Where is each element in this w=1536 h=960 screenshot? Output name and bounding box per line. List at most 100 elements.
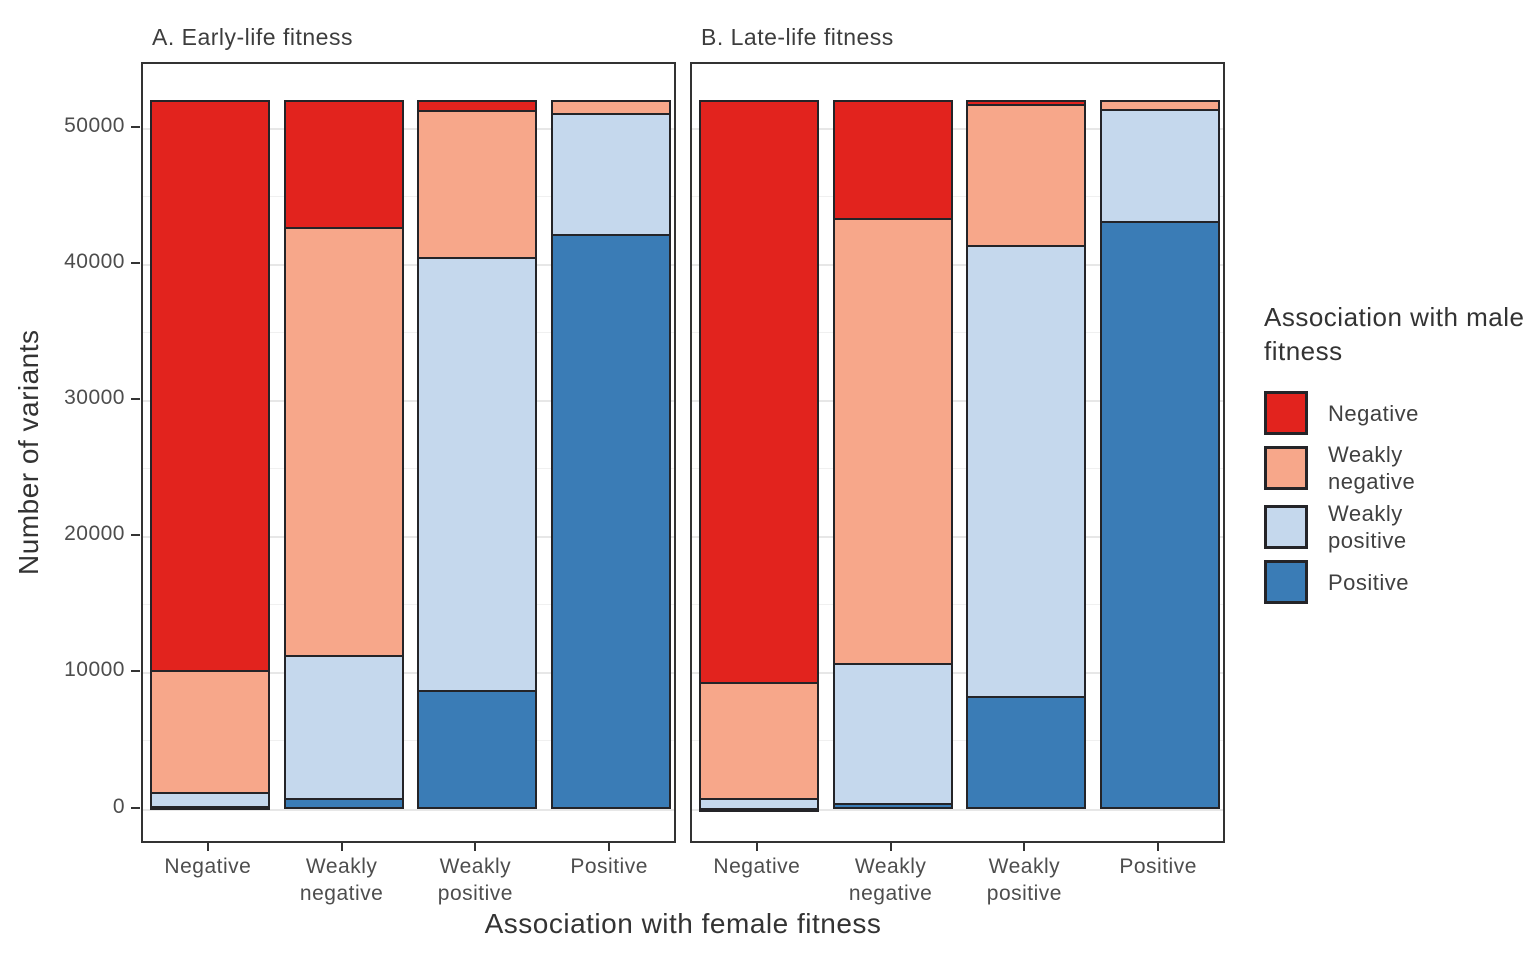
y-tick-mark: [131, 398, 140, 401]
gridline-major: [143, 127, 674, 130]
bar-segment-negative: [150, 99, 270, 670]
bar-segment-weakly-negative: [551, 99, 671, 114]
x-tick-mark: [206, 843, 209, 851]
bar-segment-positive: [699, 808, 819, 813]
y-tick-mark: [131, 534, 140, 537]
gridline-major: [692, 808, 1223, 811]
panel-a-plot-area: [141, 62, 676, 843]
legend-title: Association with male fitness: [1264, 302, 1525, 366]
y-tick-label: 40000: [64, 249, 125, 273]
gridline-major: [692, 672, 1223, 675]
bar-segment-weakly-positive: [551, 113, 671, 234]
x-tick-label: Positive: [1119, 855, 1197, 878]
bar-segment-negative: [966, 99, 1086, 105]
bar-segment-weakly-negative: [833, 217, 953, 663]
bar-segment-negative: [833, 99, 953, 218]
x-tick-mark: [1023, 843, 1026, 851]
y-tick-mark: [131, 670, 140, 673]
bar-segment-weakly-positive: [1100, 109, 1220, 222]
bar-segment-weakly-positive: [150, 792, 270, 807]
x-tick-label: Negative: [164, 855, 252, 878]
x-tick-label: Weakly negative: [848, 855, 933, 905]
panel-b-plot-area: [690, 62, 1225, 843]
bar-segment-weakly-positive: [417, 256, 537, 691]
gridline-minor: [143, 604, 674, 606]
y-tick-label: 20000: [64, 522, 125, 546]
legend-key-positive: [1264, 560, 1308, 604]
x-tick-mark: [889, 843, 892, 851]
x-tick-mark: [340, 843, 343, 851]
y-tick-mark: [131, 125, 140, 128]
legend: Association with male fitness Negative We…: [1264, 300, 1526, 610]
gridline-minor: [692, 604, 1223, 606]
bar-segment-negative: [284, 99, 404, 227]
gridline-major: [692, 536, 1223, 539]
bar-segment-weakly-negative: [966, 104, 1086, 246]
legend-entry-label: Positive: [1328, 569, 1410, 595]
legend-entry: Weakly negative: [1264, 441, 1526, 495]
x-tick-mark: [608, 843, 611, 851]
gridline-minor: [143, 468, 674, 470]
x-tick-label: Negative: [713, 855, 801, 878]
y-tick-label: 50000: [64, 113, 125, 137]
bar-segment-weakly-positive: [966, 245, 1086, 697]
bar-segment-weakly-positive: [699, 798, 819, 809]
x-axis-title: Association with female fitness: [484, 908, 882, 939]
bar-segment-positive: [284, 797, 404, 810]
panel-a-title: A. Early-life fitness: [152, 24, 353, 50]
legend-entry: Negative: [1264, 390, 1526, 436]
gridline-minor: [143, 331, 674, 333]
x-tick-mark: [755, 843, 758, 851]
bar-segment-weakly-positive: [833, 662, 953, 804]
legend-entry-label: Weakly positive: [1328, 501, 1407, 553]
legend-entries: Negative Weakly negative Weakly positive Po…: [1264, 390, 1526, 605]
gridline-minor: [143, 195, 674, 197]
gridline-major: [143, 263, 674, 266]
legend-entry: Weakly positive: [1264, 500, 1526, 554]
bar-segment-positive: [417, 690, 537, 810]
legend-entry: Positive: [1264, 559, 1526, 605]
bar-segment-weakly-negative: [417, 109, 537, 257]
bar-segment-weakly-negative: [1100, 99, 1220, 110]
panel-b-title: B. Late-life fitness: [701, 24, 894, 50]
x-tick-mark: [1157, 843, 1160, 851]
legend-key-negative: [1264, 391, 1308, 435]
bar-segment-weakly-negative: [699, 682, 819, 799]
gridline-major: [143, 672, 674, 675]
gridline-minor: [692, 740, 1223, 742]
x-tick-label: Weakly positive: [986, 855, 1062, 905]
legend-key-weakly-negative: [1264, 446, 1308, 490]
x-tick-mark: [474, 843, 477, 851]
y-tick-mark: [131, 261, 140, 264]
legend-entry-label: Weakly negative: [1328, 442, 1416, 494]
gridline-minor: [692, 331, 1223, 333]
gridline-major: [692, 127, 1223, 130]
gridline-major: [143, 400, 674, 403]
y-tick-label: 0: [112, 794, 125, 818]
y-axis-title: Number of variants: [13, 329, 44, 576]
bar-segment-positive: [551, 233, 671, 810]
y-tick-label: 30000: [64, 386, 125, 410]
x-tick-label: Weakly negative: [299, 855, 384, 905]
legend-entry-label: Negative: [1328, 400, 1419, 426]
bar-segment-negative: [699, 99, 819, 683]
x-tick-label: Positive: [570, 855, 648, 878]
x-tick-label: Weakly positive: [437, 855, 513, 905]
legend-key-weakly-positive: [1264, 505, 1308, 549]
bar-segment-weakly-negative: [150, 669, 270, 793]
bar-segment-positive: [833, 803, 953, 810]
gridline-major: [692, 400, 1223, 403]
bar-segment-positive: [966, 696, 1086, 810]
gridline-major: [143, 536, 674, 539]
gridline-minor: [692, 468, 1223, 470]
bar-segment-positive: [1100, 221, 1220, 810]
bar-segment-weakly-positive: [284, 654, 404, 798]
gridline-major: [692, 263, 1223, 266]
gridline-major: [143, 808, 674, 811]
bar-segment-positive: [150, 806, 270, 811]
bar-segment-negative: [417, 99, 537, 110]
bar-segment-weakly-negative: [284, 226, 404, 655]
gridline-minor: [143, 740, 674, 742]
y-tick-mark: [131, 806, 140, 809]
